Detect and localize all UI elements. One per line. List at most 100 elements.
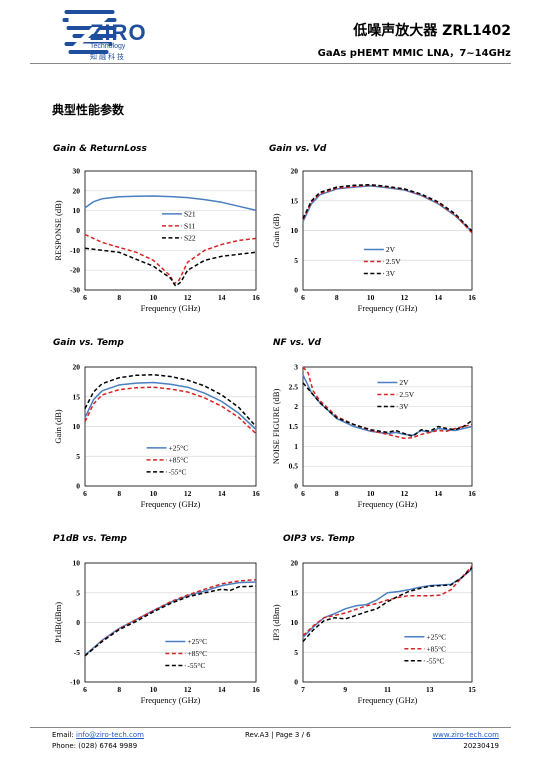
x-tick-label: 14: [218, 489, 226, 498]
website-link[interactable]: www.ziro-tech.com: [432, 731, 499, 739]
y-tick-label: 20: [291, 167, 299, 176]
plot-frame: [84, 170, 257, 291]
y-tick-label: -10: [70, 678, 80, 687]
y-tick-label: 5: [294, 648, 298, 657]
x-tick-label: 8: [117, 293, 121, 302]
nf-vs-vd-chart: 0 0.5 1 1.5 2 2.5 3 6 8 10 12 14 16 Frequency (GHz) NO…: [271, 363, 476, 510]
email-link[interactable]: info@ziro-tech.com: [76, 731, 144, 739]
series-line-s11: [84, 233, 257, 285]
logo-name: ZIRO: [90, 20, 147, 45]
x-tick-label: 6: [83, 489, 87, 498]
x-axis-label: Frequency (GHz): [141, 499, 201, 509]
series-line-85c: [302, 565, 473, 637]
legend-label: S21: [184, 209, 196, 218]
legend-label: -55°C: [426, 656, 444, 665]
y-tick-label: 0: [76, 226, 80, 235]
p1db-vs-temp-chart: -10 -5 0 5 10 6 8 10 12 14 16 Frequency (GHz) P1dB(d…: [53, 559, 260, 706]
y-axis-label: Gain (dB): [271, 213, 281, 247]
legend-label: +25°C: [187, 637, 207, 646]
legend-label: +25°C: [426, 632, 446, 641]
series-line-55c: [84, 585, 257, 657]
y-tick-label: 15: [73, 392, 81, 401]
chart-title-nf-vd: NF vs. Vd: [273, 338, 321, 348]
series-line-55c: [84, 373, 257, 428]
footer-phone: Phone: (028) 6764 9989: [52, 742, 138, 750]
y-tick-label: -10: [70, 246, 80, 255]
x-tick-label: 14: [218, 685, 226, 694]
footer-date: 20230419: [463, 742, 499, 750]
y-tick-label: 15: [291, 588, 299, 597]
y-axis-label: P1dB(dBm): [53, 602, 63, 643]
y-axis-label: Gain (dB): [53, 409, 63, 443]
footer-divider: [30, 727, 511, 728]
y-tick-label: 5: [76, 588, 80, 597]
y-tick-label: 5: [76, 452, 80, 461]
y-tick-label: 20: [291, 559, 299, 568]
oip3-vs-temp-chart: 0 5 10 15 20 7 9 11 13 15 Frequency (GHz) IP3 (dBm)…: [271, 559, 476, 706]
x-axis-label: Frequency (GHz): [358, 695, 418, 705]
y-axis-label: RESPONSE (dB): [53, 200, 63, 260]
y-tick-label: 3: [294, 363, 298, 372]
series-line-55c: [302, 567, 473, 642]
x-tick-label: 12: [184, 489, 192, 498]
x-tick-label: 12: [184, 293, 192, 302]
y-axis-label: IP3 (dBm): [271, 604, 281, 640]
x-tick-label: 14: [434, 293, 442, 302]
chart-title-gain-returnloss: Gain & ReturnLoss: [53, 144, 147, 154]
series-line-3v: [302, 183, 473, 232]
y-tick-label: 30: [73, 167, 81, 176]
x-tick-label: 14: [218, 293, 226, 302]
logo-chinese-name: 知融科技: [90, 54, 126, 61]
x-axis-label: Frequency (GHz): [358, 303, 418, 313]
y-tick-label: 0: [76, 618, 80, 627]
footer-web: www.ziro-tech.com: [432, 731, 499, 739]
x-tick-label: 10: [150, 293, 158, 302]
x-tick-label: 6: [83, 293, 87, 302]
header-divider: [30, 63, 511, 64]
y-tick-label: 2: [294, 402, 298, 411]
x-tick-label: 16: [468, 489, 476, 498]
legend-label: 2.5V: [386, 257, 401, 266]
gain-vs-vd-chart: 0 5 10 15 20 6 8 10 12 14 16 Frequency (GHz) Gain (d…: [271, 167, 476, 314]
y-tick-label: 1: [294, 442, 298, 451]
footer-email: Email: info@ziro-tech.com: [52, 731, 144, 739]
legend-label: 2.5V: [399, 390, 414, 399]
section-title: 典型性能参数: [52, 103, 125, 117]
x-tick-label: 10: [150, 685, 158, 694]
legend-label: 2V: [386, 245, 396, 254]
x-tick-label: 15: [468, 685, 476, 694]
x-tick-label: 9: [343, 685, 347, 694]
x-tick-label: 16: [468, 293, 476, 302]
y-tick-label: 20: [73, 363, 81, 372]
legend-label: -55°C: [187, 661, 205, 670]
x-tick-label: 8: [117, 489, 121, 498]
legend-label: 3V: [386, 269, 396, 278]
company-logo: [62, 10, 117, 54]
chart-title-gain-temp: Gain vs. Temp: [53, 338, 124, 348]
y-tick-label: 5: [294, 256, 298, 265]
x-tick-label: 12: [184, 685, 192, 694]
series-line-3v: [302, 382, 473, 438]
x-tick-label: 6: [301, 293, 305, 302]
y-tick-label: 10: [73, 422, 81, 431]
legend-label: S22: [184, 233, 196, 242]
x-tick-label: 8: [335, 489, 339, 498]
legend-label: -55°C: [169, 467, 187, 476]
y-tick-label: 0.5: [289, 462, 299, 471]
series-line-25c: [302, 568, 473, 638]
footer-page-info: Rev.A3 | Page 3 / 6: [245, 731, 311, 739]
document-title: 低噪声放大器 ZRL1402: [353, 23, 511, 39]
legend-label: 3V: [399, 402, 409, 411]
y-tick-label: 2.5: [289, 382, 299, 391]
x-axis-label: Frequency (GHz): [358, 499, 418, 509]
y-tick-label: 1.5: [289, 422, 299, 431]
chart-title-oip3-temp: OIP3 vs. Temp: [283, 534, 355, 544]
x-tick-label: 12: [401, 293, 409, 302]
x-tick-label: 12: [401, 489, 409, 498]
x-tick-label: 8: [335, 293, 339, 302]
x-tick-label: 13: [426, 685, 434, 694]
x-tick-label: 6: [301, 489, 305, 498]
y-tick-label: 0: [294, 286, 298, 295]
y-tick-label: 10: [291, 618, 299, 627]
series-line-25c: [84, 381, 257, 431]
